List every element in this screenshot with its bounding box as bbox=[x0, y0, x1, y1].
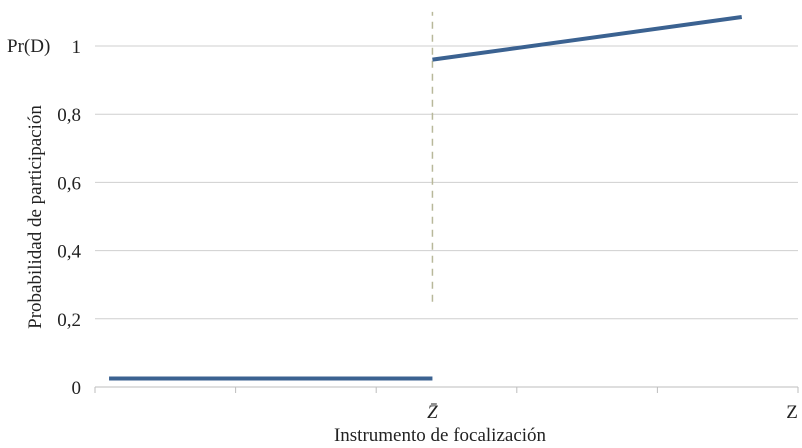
x-axis-title: Instrumento de focalización bbox=[334, 425, 547, 446]
series-line-1 bbox=[432, 15, 743, 62]
y-axis-title: Probabilidad de participación bbox=[25, 105, 46, 329]
y-tick-label-0: 0 bbox=[72, 378, 82, 399]
y-tick-label-4: 0,8 bbox=[57, 105, 81, 126]
y-top-label: Pr(D) bbox=[7, 36, 50, 57]
x-axis bbox=[94, 386, 799, 393]
gridlines bbox=[95, 45, 798, 320]
series-group bbox=[109, 15, 743, 381]
y-tick-label-3: 0,6 bbox=[57, 173, 81, 194]
x-tick-label-0: Z̄ bbox=[427, 402, 438, 423]
y-tick-label-1: 0,2 bbox=[57, 310, 81, 331]
x-tick-labels: Z̄ Z bbox=[427, 402, 798, 423]
y-tick-label-5: 1 bbox=[72, 37, 82, 58]
x-tick-label-1: Z bbox=[786, 402, 798, 423]
y-tick-labels: 0 0,2 0,4 0,6 0,8 1 bbox=[57, 37, 81, 399]
y-tick-label-2: 0,4 bbox=[57, 242, 81, 263]
